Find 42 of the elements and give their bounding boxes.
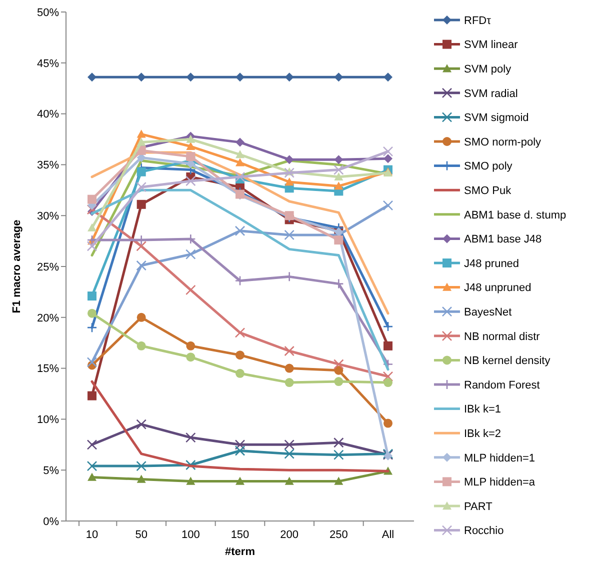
y-tick-label: 50% <box>36 6 60 19</box>
legend-label: NB kernel density <box>464 355 551 368</box>
x-tick-label: 10 <box>86 529 98 541</box>
legend-label: SVM sigmoid <box>464 112 529 124</box>
legend-label: IBk k=1 <box>464 404 501 416</box>
x-tick-label: 150 <box>230 529 250 541</box>
x-tick-label: 250 <box>329 529 348 541</box>
legend-label: ABM1 base d. stump <box>464 209 566 222</box>
legend-label: J48 pruned <box>464 258 520 270</box>
legend-label: BayesNet <box>464 306 512 318</box>
legend-label: IBk k=2 <box>464 428 501 440</box>
y-tick-label: 10% <box>36 414 60 426</box>
y-tick-label: 30% <box>36 210 60 222</box>
legend-label: SMO poly <box>464 160 513 173</box>
legend-label: SVM radial <box>464 88 518 100</box>
y-tick-label: 5% <box>43 464 60 477</box>
legend-label: NB normal distr <box>464 330 540 343</box>
y-tick-label: 0% <box>43 516 60 528</box>
x-tick-label: All <box>382 529 394 541</box>
x-tick-label: 200 <box>280 529 299 541</box>
y-tick-label: 20% <box>36 312 60 324</box>
x-tick-label: 50 <box>135 529 148 541</box>
y-tick-label: 25% <box>36 261 60 274</box>
y-tick-label: 15% <box>36 363 60 376</box>
legend-label: Random Forest <box>464 379 540 392</box>
legend-label: SMO Puk <box>464 184 512 197</box>
legend-label: RFDτ <box>464 14 492 27</box>
y-tick-label: 35% <box>36 160 60 172</box>
legend-label: Rocchio <box>464 525 504 538</box>
legend-label: J48 unpruned <box>464 282 532 294</box>
legend-label: MLP hidden=1 <box>464 452 536 464</box>
y-axis-title: F1 macro average <box>11 220 23 314</box>
x-axis-title: #term <box>225 546 256 558</box>
x-tick-label: 100 <box>181 529 200 541</box>
y-tick-label: 45% <box>36 58 60 70</box>
legend-label: ABM1 base J48 <box>464 234 542 246</box>
legend-label: MLP hidden=a <box>464 476 536 489</box>
legend-label: SMO norm-poly <box>464 136 542 148</box>
legend-label: SVM linear <box>464 39 518 52</box>
legend-label: SVM poly <box>464 63 512 76</box>
y-tick-label: 40% <box>36 108 60 121</box>
legend-label: PART <box>464 500 493 513</box>
